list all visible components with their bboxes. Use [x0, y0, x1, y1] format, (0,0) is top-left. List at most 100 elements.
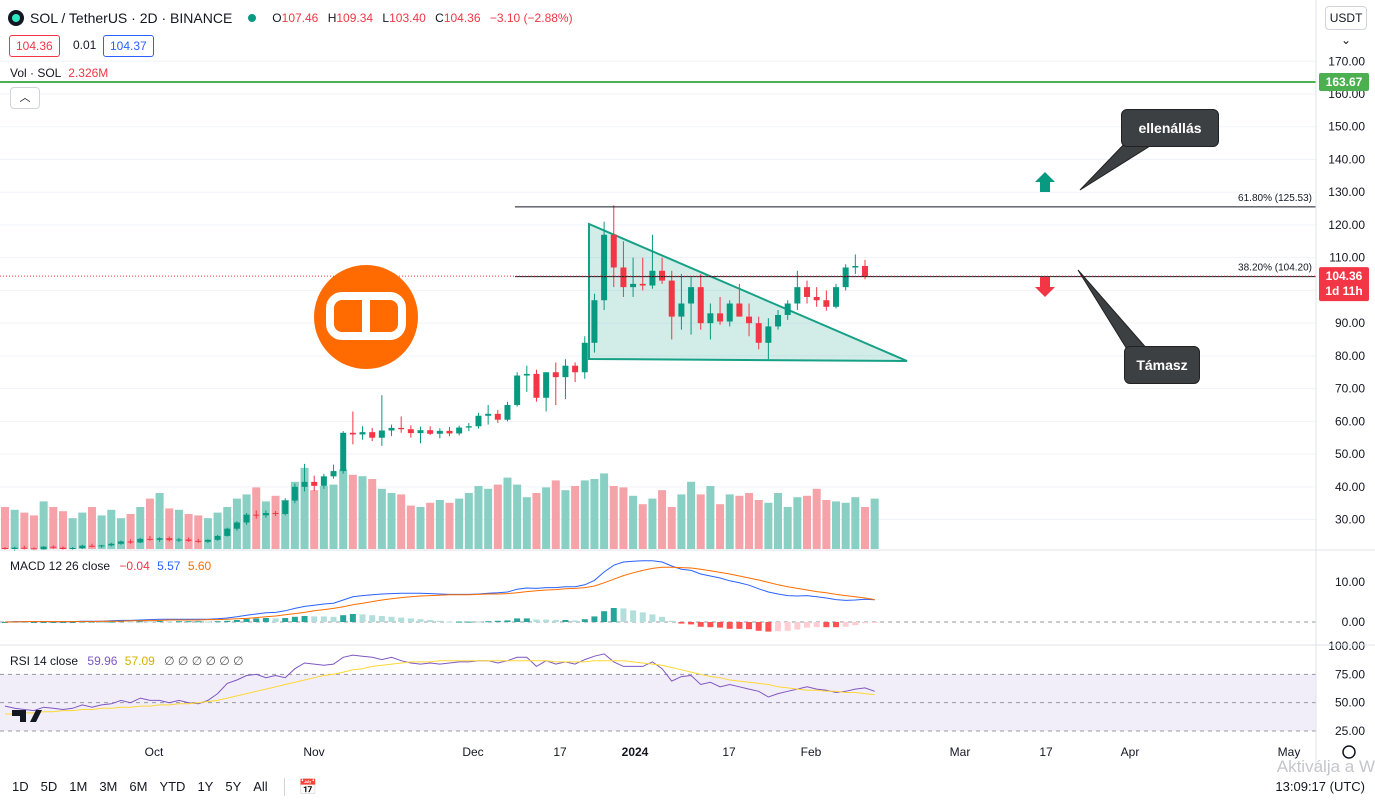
collapse-legend-button[interactable]: ︿	[10, 87, 40, 109]
macd-histogram-bar	[862, 622, 868, 624]
resistance-callout[interactable]: ellenállás	[1121, 109, 1219, 147]
timeframe-1m[interactable]: 1M	[69, 779, 88, 794]
timeframe-all[interactable]: All	[253, 779, 268, 794]
candle-body	[340, 432, 347, 472]
time-tick: Feb	[801, 745, 822, 759]
candle-body	[726, 303, 733, 322]
macd-histogram-bar	[262, 618, 269, 622]
bid-price[interactable]: 104.36	[9, 35, 60, 57]
time-tick: Oct	[145, 745, 164, 759]
macd-histogram-bar	[533, 619, 540, 622]
macd-histogram-bar	[340, 615, 347, 622]
price-tick: 40.00	[1335, 480, 1365, 494]
candle-body	[852, 265, 859, 268]
volume-bar	[368, 479, 377, 549]
candle-body	[117, 541, 124, 544]
volume-bar	[532, 493, 541, 549]
volume-bar	[145, 498, 154, 549]
macd-histogram-bar	[639, 612, 646, 622]
macd-tick: 10.00	[1335, 575, 1365, 589]
price-tick: 170.00	[1328, 54, 1365, 68]
candle-body	[407, 429, 414, 434]
volume-bar	[126, 514, 135, 549]
candle-body	[746, 316, 753, 324]
volume-bar	[822, 500, 831, 549]
candle-body	[224, 528, 231, 536]
timeframe-6m[interactable]: 6M	[129, 779, 148, 794]
toolbar-divider	[283, 777, 285, 796]
candle-body	[282, 500, 289, 514]
timeframe-3m[interactable]: 3M	[99, 779, 118, 794]
time-axis: Oct Nov Dec 17 2024 17 Feb Mar 17 Apr May	[145, 745, 1356, 759]
macd-histogram-bar	[842, 622, 849, 627]
macd-histogram-bar	[50, 622, 57, 623]
candle-body	[40, 546, 47, 550]
candle-body	[146, 538, 153, 540]
macd-histogram-bar	[494, 620, 501, 622]
timeframe-1d[interactable]: 1D	[12, 779, 29, 794]
volume-bar	[213, 512, 222, 549]
ask-price[interactable]: 104.37	[103, 35, 154, 57]
candle-body	[30, 548, 37, 550]
tradingview-logo-icon	[12, 710, 42, 722]
volume-bar	[658, 490, 667, 549]
macd-histogram-bar	[591, 616, 598, 622]
macd-histogram-bar	[765, 622, 772, 632]
candle-body	[475, 415, 482, 427]
volume-bar	[571, 486, 580, 549]
macd-histogram-bar	[320, 616, 327, 622]
candle-body	[166, 538, 173, 541]
macd-histogram-bar	[21, 622, 28, 623]
candle-body	[581, 342, 588, 373]
volume-bar	[416, 507, 425, 549]
fib-618-label: 61.80% (125.53)	[1238, 193, 1312, 204]
utc-clock[interactable]: 13:09:17 (UTC)	[1275, 779, 1365, 794]
volume-bar	[590, 479, 599, 549]
volume-bar	[677, 494, 686, 549]
candle-body	[79, 545, 86, 549]
candle-body	[784, 303, 791, 315]
candle-body	[523, 373, 530, 376]
timeframe-5d[interactable]: 5D	[40, 779, 58, 794]
volume-bar	[49, 507, 58, 549]
macd-line	[4, 560, 875, 623]
volume-bar	[165, 508, 174, 549]
macd-histogram-bar	[871, 622, 878, 623]
macd-histogram-bar	[736, 622, 743, 629]
candle-body	[591, 300, 598, 343]
volume-legend: Vol · SOL 2.326M	[10, 66, 109, 80]
candle-body	[543, 372, 550, 398]
volume-bar	[522, 497, 531, 549]
macd-histogram-bar	[224, 620, 231, 622]
timeframe-ytd[interactable]: YTD	[159, 779, 186, 794]
currency-select[interactable]: USDT ⌄	[1325, 6, 1367, 47]
timeframe-1y[interactable]: 1Y	[197, 779, 214, 794]
volume-bars	[1, 467, 879, 549]
macd-histogram-bar	[784, 622, 791, 631]
time-tick: 17	[553, 745, 567, 759]
symbol-title[interactable]: SOL / TetherUS · 2D · BINANCE	[30, 10, 233, 26]
candle-body	[272, 513, 279, 515]
timeframe-5y[interactable]: 5Y	[225, 779, 242, 794]
macd-histogram-bar	[59, 622, 66, 623]
macd-histogram-bar	[214, 621, 221, 623]
macd-histogram-bar	[523, 618, 530, 622]
candle-body	[494, 413, 501, 420]
signal-line	[5, 566, 875, 623]
support-callout[interactable]: Támasz	[1124, 346, 1200, 384]
candle-body	[755, 323, 762, 343]
macd-histogram-bar	[456, 621, 463, 623]
rsi-tick: 100.00	[1328, 639, 1365, 653]
candle-body	[369, 432, 376, 438]
date-range-icon[interactable]: 📅	[298, 778, 318, 796]
candle-body	[707, 313, 714, 324]
volume-bar	[474, 486, 483, 549]
candle-body	[620, 267, 627, 288]
price-tick: 140.00	[1328, 152, 1365, 166]
macd-histogram-bar	[572, 620, 579, 622]
candle-body	[50, 546, 57, 548]
macd-histogram-bar	[543, 619, 550, 622]
candle-body	[456, 427, 463, 434]
macd-pane: 10.00 0.00	[0, 560, 1365, 632]
